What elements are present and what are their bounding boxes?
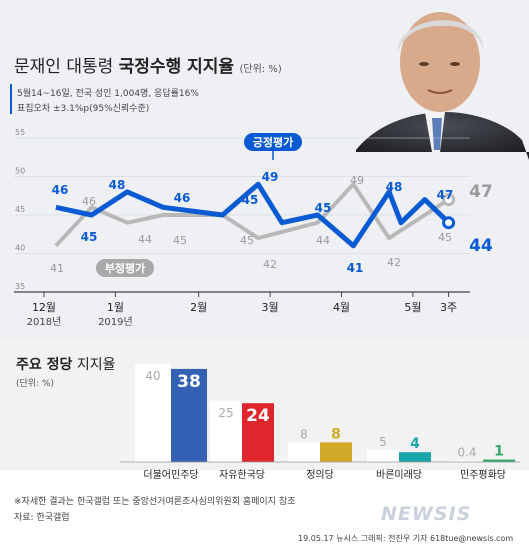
negative-legend-pill bbox=[96, 259, 154, 277]
prev-value-label: 0.4 bbox=[457, 446, 476, 460]
positive-value-label: 45 bbox=[81, 230, 98, 244]
negative-latest-label: 47 bbox=[469, 182, 493, 202]
x-tick-sublabel: 2019년 bbox=[98, 316, 133, 328]
prev-bar bbox=[367, 449, 399, 462]
negative-line bbox=[54, 182, 450, 248]
current-value-label: 38 bbox=[177, 372, 201, 392]
negative-value-label: 45 bbox=[438, 231, 452, 244]
x-tick-sublabel: 2018년 bbox=[27, 316, 62, 328]
positive-value-label: 49 bbox=[262, 170, 279, 184]
party-name-label: 민주평화당 bbox=[460, 469, 506, 481]
negative-value-label: 41 bbox=[50, 262, 64, 275]
title-bold: 국정수행 지지율 bbox=[118, 57, 235, 77]
current-bar bbox=[399, 452, 431, 462]
x-tick-label: 5월 bbox=[404, 301, 421, 314]
party-title-bold: 주요 정당 bbox=[16, 357, 73, 373]
party-name-label: 정의당 bbox=[306, 469, 334, 481]
positive-value-label: 41 bbox=[347, 261, 364, 275]
positive-end-marker bbox=[442, 216, 456, 230]
positive-legend-label: 긍정평가 bbox=[253, 135, 293, 149]
prev-value-label: 40 bbox=[145, 369, 160, 383]
positive-value-label: 46 bbox=[52, 183, 69, 197]
positive-value-label: 46 bbox=[174, 191, 191, 205]
title-plain: 문재인 대통령 bbox=[14, 57, 114, 77]
survey-info-2: 표집오차 ±3.1%p(95%신뢰수준) bbox=[17, 104, 150, 114]
positive-value-label: 45 bbox=[315, 201, 332, 215]
footer-credit: 19.05.17 뉴시스 그래픽: 전진우 기자 618tue@newsis.c… bbox=[298, 534, 514, 543]
party-title-plain: 지지율 bbox=[76, 357, 116, 373]
x-tick-label: 12월 bbox=[32, 301, 56, 314]
negative-end-marker bbox=[442, 193, 456, 207]
negative-value-label: 45 bbox=[240, 234, 254, 247]
survey-accent-bar bbox=[10, 84, 12, 114]
survey-info-1: 5월14~16일, 전국 성인 1,004명, 응답률16% bbox=[17, 89, 199, 99]
party-name-label: 더불어민주당 bbox=[143, 469, 198, 481]
chart-title: 문재인 대통령 국정수행 지지율 (단위: %) bbox=[14, 52, 282, 77]
negative-value-label: 44 bbox=[316, 234, 330, 247]
negative-value-label: 44 bbox=[138, 233, 152, 246]
x-tick-label: 3월 bbox=[262, 301, 279, 314]
positive-legend-pill bbox=[244, 133, 302, 151]
prev-value-label: 5 bbox=[379, 435, 387, 449]
x-tick-label: 4월 bbox=[333, 301, 350, 314]
party-unit: (단위: %) bbox=[16, 379, 55, 389]
positive-latest-label: 44 bbox=[469, 236, 493, 256]
party-chart-title: 주요 정당 지지율 bbox=[16, 354, 116, 374]
y-tick-label: 45 bbox=[15, 205, 25, 214]
current-value-label: 1 bbox=[494, 444, 504, 460]
current-value-label: 8 bbox=[331, 426, 341, 442]
negative-value-label: 42 bbox=[387, 256, 401, 269]
newsis-watermark: NEWSIS bbox=[381, 503, 472, 525]
x-tick-label: 2월 bbox=[190, 301, 207, 314]
party-name-label: 바른미래당 bbox=[376, 469, 422, 481]
party-name-label: 자유한국당 bbox=[219, 469, 265, 481]
current-value-label: 4 bbox=[410, 436, 420, 452]
positive-value-label: 48 bbox=[109, 178, 126, 192]
prev-bar bbox=[288, 442, 320, 462]
prev-bar bbox=[451, 460, 483, 462]
footer-source: 자료: 한국갤럽 bbox=[14, 513, 70, 523]
prev-value-label: 8 bbox=[300, 427, 308, 441]
prev-bar bbox=[135, 364, 171, 462]
footer-note: ※자세한 결과는 한국갤럽 또는 중앙선거여론조사심의위원회 홈페이지 참조 bbox=[14, 497, 296, 507]
current-bar bbox=[171, 368, 207, 462]
negative-value-label: 49 bbox=[350, 174, 364, 187]
positive-line bbox=[55, 181, 451, 249]
current-bar bbox=[320, 442, 352, 462]
positive-value-label: 47 bbox=[437, 188, 454, 202]
x-tick-label: 3주 bbox=[440, 301, 457, 314]
x-tick-label: 1월 bbox=[107, 301, 124, 314]
negative-value-label: 42 bbox=[263, 258, 277, 271]
negative-value-label: 45 bbox=[173, 234, 187, 247]
negative-value-label: 46 bbox=[82, 195, 96, 208]
current-bar bbox=[483, 459, 515, 462]
prev-bar bbox=[210, 400, 242, 462]
current-value-label: 24 bbox=[246, 406, 270, 426]
y-tick-label: 40 bbox=[15, 244, 25, 253]
title-unit: (단위: %) bbox=[239, 64, 282, 75]
y-tick-label: 35 bbox=[15, 282, 25, 291]
y-tick-label: 50 bbox=[15, 167, 25, 176]
current-bar bbox=[242, 403, 274, 462]
prev-value-label: 25 bbox=[218, 406, 233, 420]
positive-value-label: 48 bbox=[386, 180, 403, 194]
negative-legend-label: 부정평가 bbox=[105, 261, 145, 275]
y-tick-label: 55 bbox=[15, 128, 25, 137]
positive-value-label: 45 bbox=[242, 193, 259, 207]
